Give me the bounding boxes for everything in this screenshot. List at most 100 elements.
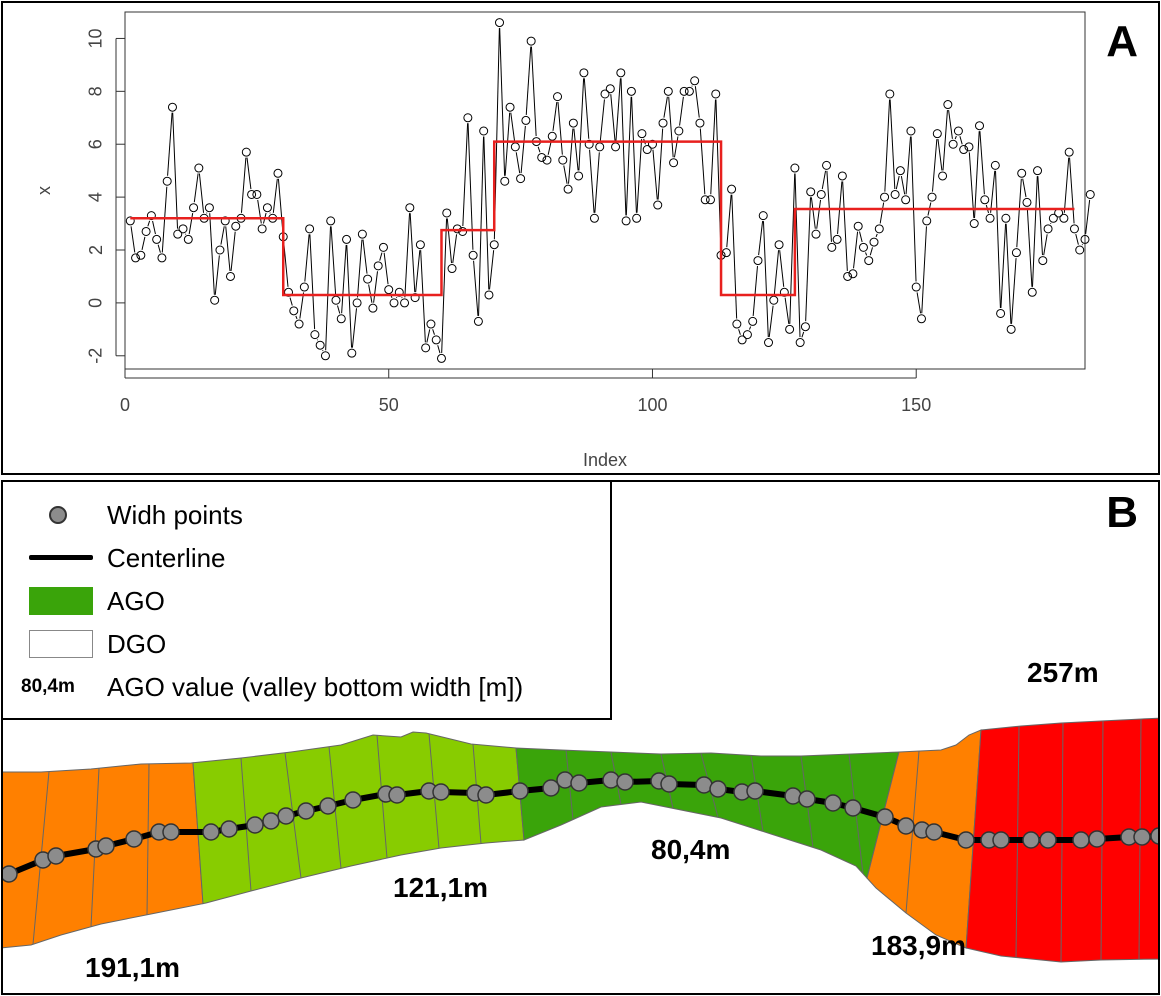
data-point bbox=[563, 184, 573, 194]
data-point bbox=[964, 142, 974, 152]
data-point bbox=[858, 242, 868, 252]
data-point bbox=[869, 237, 879, 247]
series-connector bbox=[478, 136, 485, 316]
data-point bbox=[980, 195, 990, 205]
series-connector bbox=[525, 46, 532, 115]
series-connector bbox=[188, 213, 194, 235]
data-point bbox=[146, 211, 156, 221]
series-connector bbox=[631, 96, 637, 213]
series-connector bbox=[504, 112, 511, 176]
data-point bbox=[779, 287, 789, 297]
data-point bbox=[785, 324, 795, 334]
data-point bbox=[737, 335, 747, 345]
series-connector bbox=[272, 178, 278, 213]
series-connector bbox=[557, 102, 563, 155]
data-point bbox=[653, 200, 663, 210]
chart-panel-a: 0 50 100 150 -2 0 2 4 6 8 10 Index x A bbox=[1, 1, 1160, 475]
width-point bbox=[432, 783, 450, 801]
series-connector bbox=[1043, 234, 1048, 256]
data-point bbox=[505, 102, 515, 112]
legend-item-ago-value: 80,4m AGO value (valley bottom width [m]… bbox=[3, 668, 610, 704]
ago-swatch-icon bbox=[29, 587, 93, 615]
series-connector bbox=[452, 234, 458, 264]
data-point bbox=[194, 163, 204, 173]
data-point bbox=[347, 348, 357, 358]
data-point bbox=[674, 126, 684, 136]
width-point bbox=[125, 830, 143, 848]
x-axis-label: Index bbox=[583, 450, 627, 470]
data-point bbox=[495, 18, 505, 28]
data-point bbox=[220, 216, 230, 226]
data-point bbox=[1001, 213, 1011, 223]
data-point bbox=[948, 139, 958, 149]
scatter-chart: 0 50 100 150 -2 0 2 4 6 8 10 Index x bbox=[34, 11, 1095, 470]
data-point bbox=[542, 155, 552, 165]
map-legend: Widh points Centerline AGO DGO 80,4m AGO… bbox=[3, 482, 612, 720]
series-connector bbox=[826, 170, 832, 242]
series-connector bbox=[130, 226, 136, 253]
width-point bbox=[897, 817, 915, 835]
series-connector bbox=[842, 181, 848, 271]
series-connector bbox=[1037, 176, 1043, 256]
x-tick-label: 100 bbox=[637, 395, 667, 415]
data-point bbox=[473, 316, 483, 326]
series-connector bbox=[884, 99, 891, 192]
width-point bbox=[1150, 827, 1158, 845]
width-point bbox=[1088, 830, 1106, 848]
series-connector bbox=[462, 123, 469, 227]
data-point bbox=[911, 282, 921, 292]
series-connector bbox=[779, 250, 785, 287]
series-connector bbox=[869, 247, 873, 256]
ago-segment bbox=[3, 762, 204, 949]
x-tick-label: 150 bbox=[901, 395, 931, 415]
data-point bbox=[695, 118, 705, 128]
series-connector bbox=[432, 329, 435, 335]
width-point bbox=[709, 780, 727, 798]
series-connector bbox=[752, 266, 758, 316]
data-point bbox=[489, 240, 499, 250]
data-point bbox=[969, 219, 979, 229]
y-tick-label: 6 bbox=[86, 139, 106, 149]
legend-label: Widh points bbox=[107, 500, 243, 530]
series-connector bbox=[141, 236, 146, 251]
data-point bbox=[447, 264, 457, 274]
dgo-swatch-icon bbox=[29, 630, 93, 658]
series-connector bbox=[161, 186, 168, 253]
width-point bbox=[1072, 831, 1090, 849]
series-connector bbox=[748, 326, 752, 330]
data-point bbox=[273, 168, 283, 178]
segment-value-label: 121,1m bbox=[393, 872, 488, 903]
series-connector bbox=[968, 152, 975, 219]
legend-item-width-points: Widh points bbox=[3, 496, 610, 532]
data-point bbox=[663, 86, 673, 96]
data-point bbox=[579, 68, 589, 78]
width-point bbox=[344, 791, 362, 809]
data-point bbox=[1038, 256, 1048, 266]
data-point bbox=[684, 86, 694, 96]
data-point bbox=[152, 234, 162, 244]
series-connector bbox=[167, 112, 173, 176]
series-connector bbox=[865, 252, 868, 256]
series-connector bbox=[209, 213, 215, 295]
series-connector bbox=[699, 128, 706, 195]
data-point bbox=[231, 221, 241, 231]
width-point bbox=[556, 771, 574, 789]
centerline-icon bbox=[29, 555, 93, 560]
data-point bbox=[215, 245, 225, 255]
data-point bbox=[426, 319, 436, 329]
width-point bbox=[844, 799, 862, 817]
data-point bbox=[874, 224, 884, 234]
data-point bbox=[895, 166, 905, 176]
data-point bbox=[558, 155, 568, 165]
series-connector bbox=[1000, 223, 1007, 309]
data-point bbox=[262, 203, 272, 213]
step-mean-line bbox=[130, 140, 1075, 297]
data-point bbox=[479, 126, 489, 136]
width-point bbox=[957, 831, 975, 849]
series-connector bbox=[773, 250, 780, 295]
data-point bbox=[753, 256, 763, 266]
dgo-boundary bbox=[905, 751, 920, 914]
width-point bbox=[746, 782, 764, 800]
data-point bbox=[837, 171, 847, 181]
series-connector bbox=[673, 136, 679, 158]
